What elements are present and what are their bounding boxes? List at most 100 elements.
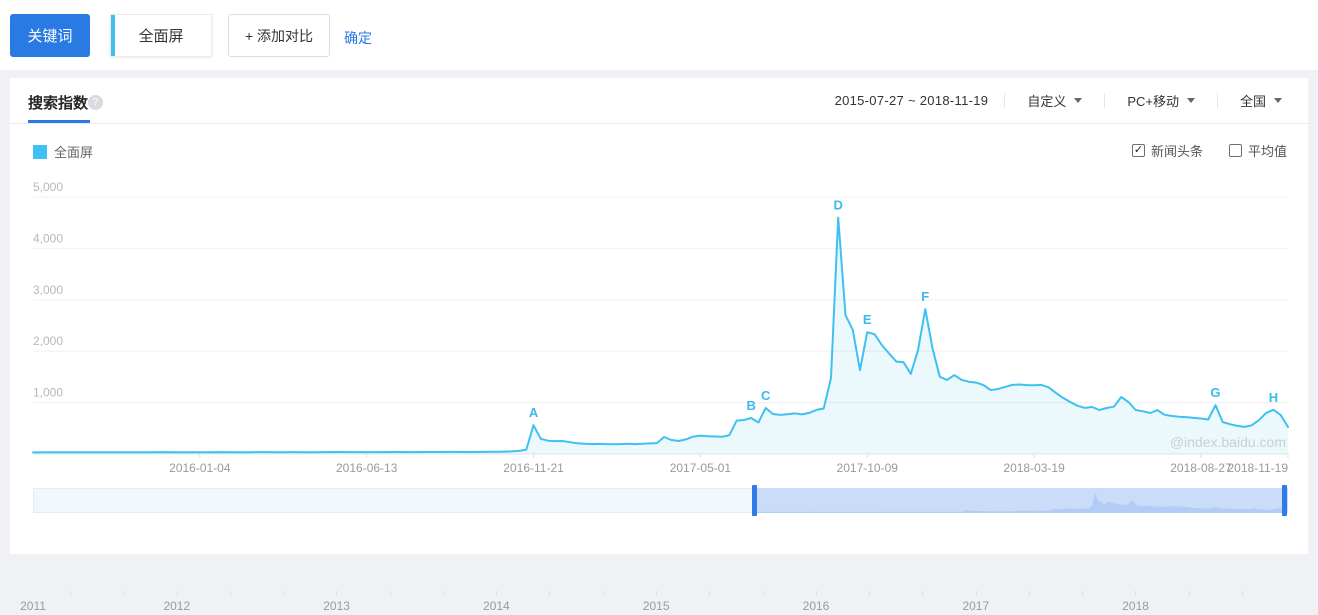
point-label-G[interactable]: G <box>1210 385 1220 400</box>
timeline-tick <box>1242 591 1243 595</box>
keyword-chip[interactable]: 全面屏 <box>110 14 212 57</box>
year-label-2013: 2013 <box>323 599 350 613</box>
y-axis-label: 3,000 <box>33 283 63 297</box>
watermark: @index.baidu.com <box>1170 434 1286 450</box>
timeline-tick <box>709 591 710 595</box>
year-label-2014: 2014 <box>483 599 510 613</box>
timeline-tick <box>336 591 337 595</box>
year-label-2012: 2012 <box>163 599 191 613</box>
filter-label: 全国 <box>1239 94 1266 109</box>
active-tab-underline <box>28 120 90 123</box>
point-label-H[interactable]: H <box>1269 390 1278 405</box>
timeline-tick <box>123 591 124 595</box>
point-label-E[interactable]: E <box>863 312 872 327</box>
confirm-link[interactable]: 确定 <box>344 30 372 46</box>
timeline-tick <box>1082 591 1083 595</box>
timeline-tick <box>177 591 178 595</box>
toggle-0[interactable]: ✓ 新闻头条 <box>1131 141 1203 160</box>
timeline-tick <box>603 591 604 595</box>
timeline-tick <box>390 591 391 595</box>
timeline-tick <box>496 591 497 595</box>
trend-chart[interactable]: 1,000 2,000 3,000 4,000 5,000 2016-01-04 2016-… <box>0 0 1318 554</box>
timeline-tick <box>763 591 764 595</box>
series-legend[interactable]: 全面屏 <box>33 142 93 161</box>
brush-right-handle[interactable] <box>1282 485 1287 516</box>
help-icon[interactable]: ? <box>88 95 103 110</box>
header-divider <box>10 123 1308 124</box>
point-label-C[interactable]: C <box>761 388 771 403</box>
timeline-ticks <box>0 591 1318 596</box>
x-axis-label: 2016-01-04 <box>169 461 231 475</box>
checkbox-checked-icon[interactable]: ✓ <box>1131 144 1145 157</box>
x-axis-label: 2016-11-21 <box>503 461 564 475</box>
y-axis-label: 2,000 <box>33 334 63 348</box>
caret-down-icon <box>1074 98 1083 107</box>
brush-unselected-region[interactable] <box>33 488 755 513</box>
tab-search-index[interactable]: 搜索指数 <box>28 95 89 112</box>
timeline-tick <box>70 591 71 595</box>
x-axis-label: 2017-10-09 <box>837 461 899 475</box>
timeline-tick <box>283 591 284 595</box>
gridlines <box>33 196 1289 458</box>
x-axis-label: 2018-08-27 <box>1170 461 1232 475</box>
x-axis-label: 2016-06-13 <box>336 461 398 475</box>
timeline-tick <box>816 591 817 595</box>
timeline-tick <box>656 591 657 595</box>
legend-label: 全面屏 <box>54 145 94 160</box>
caret-down-icon <box>1186 98 1195 107</box>
x-axis-label: 2018-11-19 <box>1228 461 1289 475</box>
brush-selected-region[interactable] <box>755 488 1288 513</box>
toggle-1[interactable]: 平均值 <box>1228 141 1287 160</box>
y-axis-label: 4,000 <box>33 231 63 245</box>
top-toolbar: 关键词 全面屏 + 添加对比 确定 <box>0 0 1318 70</box>
filter-label: 自定义 <box>1027 94 1067 109</box>
checkbox-unchecked-icon[interactable] <box>1228 144 1242 157</box>
timeline-tick <box>549 591 550 595</box>
divider <box>1004 93 1006 108</box>
filter-label: PC+移动 <box>1127 94 1179 109</box>
x-axis-label: 2017-05-01 <box>670 461 732 475</box>
year-label-2017: 2017 <box>962 599 990 613</box>
point-label-B[interactable]: B <box>746 398 755 413</box>
chart-controls: 2015-07-27 ~ 2018-11-19 自定义 PC+移动 全国 <box>835 91 1288 110</box>
brush-sparkline <box>755 492 1285 513</box>
divider <box>1216 93 1218 108</box>
timeline-tick <box>1189 591 1190 595</box>
y-axis-label: 5,000 <box>33 180 63 194</box>
timeline-tick <box>869 591 870 595</box>
y-axis-label: 1,000 <box>33 386 63 400</box>
brush-left-handle[interactable] <box>752 485 757 516</box>
keyword-button[interactable]: 关键词 <box>10 14 90 57</box>
timeline-tick <box>922 591 923 595</box>
point-label-F[interactable]: F <box>921 289 929 304</box>
overlay-toggles: ✓ 新闻头条 平均值 <box>1131 141 1287 160</box>
timeline-tick <box>1135 591 1136 595</box>
timeline-tick <box>976 591 977 595</box>
point-label-A[interactable]: A <box>529 405 539 420</box>
series-area <box>33 217 1288 454</box>
year-label-2016: 2016 <box>802 599 830 613</box>
year-label-2015: 2015 <box>642 599 670 613</box>
filter-dropdown-0[interactable]: 自定义 <box>1021 91 1088 110</box>
keyword-chip-label: 全面屏 <box>138 28 184 45</box>
keyword-accent-bar <box>111 15 115 56</box>
caret-down-icon <box>1274 98 1282 107</box>
timeline-tick <box>1029 591 1030 595</box>
date-range-label: 2015-07-27 ~ 2018-11-19 <box>834 93 989 108</box>
timeline-year-labels: 2011 2012 2013 2014 2015 2016 2017 2018 <box>0 599 1318 615</box>
year-label-2018: 2018 <box>1122 599 1149 613</box>
search-index-panel: 搜索指数 ? 2015-07-27 ~ 2018-11-19 自定义 PC+移动全… <box>10 78 1308 613</box>
filter-dropdown-1[interactable]: PC+移动 <box>1121 91 1201 110</box>
filter-dropdown-2[interactable]: 全国 <box>1234 91 1288 110</box>
series-line <box>32 216 1289 454</box>
add-compare-button[interactable]: + 添加对比 <box>228 14 330 57</box>
toggle-label: 平均值 <box>1247 144 1287 159</box>
x-axis-label: 2018-03-19 <box>1003 461 1065 475</box>
year-label-2011: 2011 <box>20 599 46 613</box>
timeline-tick <box>443 591 444 595</box>
point-label-D[interactable]: D <box>834 198 843 213</box>
timeline-tick <box>230 591 231 595</box>
timeline-brush[interactable] <box>33 485 1288 516</box>
divider <box>1104 93 1106 108</box>
toggle-label: 新闻头条 <box>1150 144 1203 159</box>
